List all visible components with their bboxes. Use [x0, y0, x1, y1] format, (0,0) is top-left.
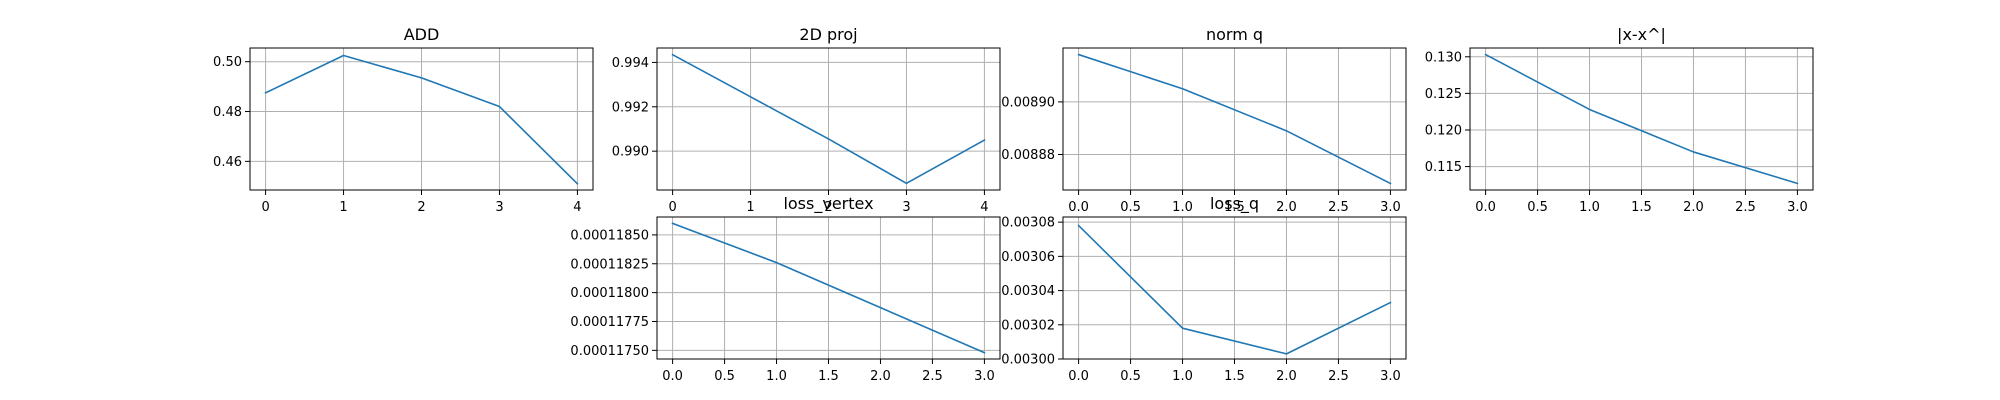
series-line [1077, 224, 1392, 355]
x-tick-label: 2.0 [1683, 200, 1704, 215]
x-tick-label: 0.5 [1120, 369, 1141, 384]
y-tick-label: 0.00888 [1001, 148, 1055, 163]
y-tick-label: 0.115 [1425, 160, 1462, 175]
chart-title: ADD [404, 25, 440, 44]
series-line [1484, 53, 1799, 185]
x-tick-label: 3.0 [974, 369, 995, 384]
y-tick-label: 0.48 [213, 105, 242, 120]
x-tick-label: 3.0 [1380, 369, 1401, 384]
subplot-3: 0.0 0.5 1.0 1.5 2.0 2.5 3.0 0.00888 0.00890 norm … [1001, 25, 1407, 215]
series-line [264, 54, 579, 185]
y-tick-label: 0.120 [1425, 123, 1462, 138]
plot-frame [656, 216, 1001, 360]
y-tick-label: 0.992 [612, 100, 649, 115]
x-tick-label: 0.5 [1527, 200, 1548, 215]
y-tick-label: 0.990 [612, 145, 649, 160]
x-tick-label: 4 [980, 200, 988, 215]
series-line [671, 222, 986, 354]
x-tick-label: 2.5 [1328, 200, 1349, 215]
x-tick-label: 1.5 [818, 369, 839, 384]
x-tick-label: 3 [902, 200, 910, 215]
x-tick-label: 1.0 [1172, 200, 1193, 215]
y-tick-label: 0.125 [1425, 87, 1462, 102]
chart-title: loss_q [1210, 194, 1259, 214]
subplot-5: 0.0 0.5 1.0 1.5 2.0 2.5 3.0 0.00011750 0.0001177… [570, 194, 1001, 384]
plot-frame [249, 47, 594, 191]
x-tick-label: 2.5 [1328, 369, 1349, 384]
x-tick-label: 1.5 [1631, 200, 1652, 215]
x-tick-label: 2 [824, 200, 832, 215]
x-tick-label: 3 [495, 200, 503, 215]
x-tick-label: 1.0 [1172, 369, 1193, 384]
x-tick-label: 2.5 [922, 369, 943, 384]
x-tick-label: 0 [261, 200, 269, 215]
x-tick-label: 0 [668, 200, 676, 215]
series-line [1077, 53, 1392, 185]
subplot-1: 0 1 2 3 4 0.46 0.48 0.50 ADD [213, 25, 594, 215]
y-tick-label: 0.00011750 [570, 344, 649, 359]
x-tick-label: 0.5 [714, 369, 735, 384]
y-tick-label: 0.00300 [1001, 353, 1055, 368]
x-tick-label: 0.0 [1068, 200, 1089, 215]
subplot-4: 0.0 0.5 1.0 1.5 2.0 2.5 3.0 0.115 0.120 0.125 0.13… [1425, 25, 1814, 215]
plot-frame [656, 47, 1001, 191]
chart-title: 2D proj [799, 25, 857, 44]
series-line [671, 53, 986, 185]
plot-frame [1062, 47, 1407, 191]
x-tick-label: 0.5 [1120, 200, 1141, 215]
x-tick-label: 2.0 [870, 369, 891, 384]
x-tick-label: 3.0 [1380, 200, 1401, 215]
y-tick-label: 0.00304 [1001, 284, 1055, 299]
chart-title: |x-x^| [1617, 25, 1666, 44]
x-tick-label: 0.0 [1068, 369, 1089, 384]
plot-frame [1469, 47, 1814, 191]
x-tick-label: 1.5 [1224, 369, 1245, 384]
x-tick-label: 0.0 [662, 369, 683, 384]
x-tick-label: 2.5 [1735, 200, 1756, 215]
chart-title: loss_vertex [783, 194, 873, 214]
y-tick-label: 0.00011775 [570, 315, 649, 330]
y-tick-label: 0.50 [213, 55, 242, 70]
x-tick-label: 2.0 [1276, 200, 1297, 215]
plot-frame [1062, 216, 1407, 360]
y-tick-label: 0.00011825 [570, 257, 649, 272]
y-tick-label: 0.00302 [1001, 318, 1055, 333]
x-tick-label: 1 [746, 200, 754, 215]
y-tick-label: 0.00011800 [570, 286, 649, 301]
x-tick-label: 3.0 [1787, 200, 1808, 215]
y-tick-label: 0.130 [1425, 50, 1462, 65]
y-tick-label: 0.00308 [1001, 216, 1055, 231]
x-tick-label: 0.0 [1475, 200, 1496, 215]
y-tick-label: 0.00306 [1001, 250, 1055, 265]
y-tick-label: 0.00011850 [570, 228, 649, 243]
subplot-2: 0 1 2 3 4 0.990 0.992 0.994 2D proj [612, 25, 1001, 215]
x-tick-label: 1.5 [1224, 200, 1245, 215]
x-tick-label: 2 [417, 200, 425, 215]
x-tick-label: 4 [573, 200, 581, 215]
y-tick-label: 0.46 [213, 155, 242, 170]
chart-title: norm q [1206, 25, 1263, 44]
y-tick-label: 0.994 [612, 56, 649, 71]
x-tick-label: 1.0 [766, 369, 787, 384]
x-tick-label: 1 [339, 200, 347, 215]
x-tick-label: 1.0 [1579, 200, 1600, 215]
y-tick-label: 0.00890 [1001, 95, 1055, 110]
x-tick-label: 2.0 [1276, 369, 1297, 384]
subplot-6: 0.0 0.5 1.0 1.5 2.0 2.5 3.0 0.00300 0.00302 0.003… [1001, 194, 1407, 384]
